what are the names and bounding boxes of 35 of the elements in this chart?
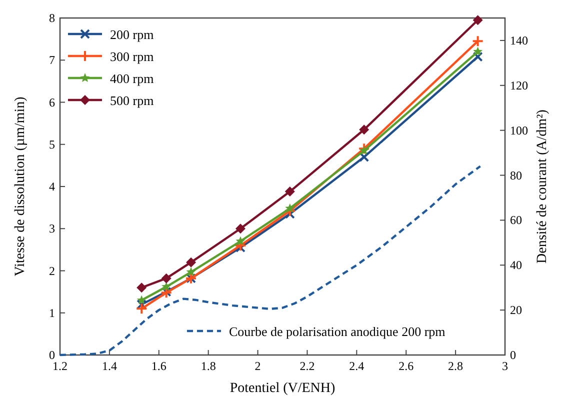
legend-label: 500 rpm bbox=[110, 93, 154, 108]
y2-tick-label: 80 bbox=[510, 168, 522, 182]
x-tick-label: 2 bbox=[254, 359, 261, 373]
x-tick-label: 1.2 bbox=[52, 359, 68, 373]
y-tick-label: 8 bbox=[49, 11, 55, 25]
y-axis-title: Vitesse de dissolution (µm/min) bbox=[13, 96, 28, 276]
x-tick-label: 3 bbox=[502, 359, 508, 373]
legend-label: Courbe de polarisation anodique 200 rpm bbox=[229, 324, 446, 339]
y2-tick-label: 60 bbox=[510, 213, 522, 228]
x-tick-label: 1.8 bbox=[200, 359, 216, 373]
y2-tick-label: 0 bbox=[510, 348, 516, 362]
y2-tick-label: 120 bbox=[510, 78, 528, 92]
y-tick-label: 1 bbox=[49, 306, 55, 320]
y-tick-label: 6 bbox=[49, 95, 55, 110]
x-tick-label: 2.2 bbox=[300, 359, 315, 373]
y2-tick-label: 140 bbox=[510, 33, 528, 48]
legend-label: 200 rpm bbox=[110, 27, 154, 42]
x-axis-title: Potentiel (V/ENH) bbox=[230, 381, 336, 396]
y2-tick-label: 40 bbox=[510, 258, 522, 272]
y-tick-label: 2 bbox=[49, 264, 55, 278]
x-tick-label: 2.4 bbox=[349, 359, 364, 373]
y-tick-label: 7 bbox=[49, 53, 55, 68]
legend-label: 400 rpm bbox=[110, 71, 154, 86]
y2-tick-label: 100 bbox=[510, 123, 528, 138]
y2-tick-label: 20 bbox=[510, 303, 522, 318]
x-tick-label: 2.8 bbox=[448, 359, 464, 373]
y-tick-label: 4 bbox=[49, 180, 55, 194]
y2-axis-title: Densité de courant (A/dm²) bbox=[535, 109, 550, 264]
x-tick-label: 1.6 bbox=[151, 359, 166, 373]
y-tick-label: 3 bbox=[49, 222, 55, 236]
y-tick-label: 5 bbox=[49, 137, 55, 152]
x-tick-label: 1.4 bbox=[102, 359, 117, 373]
x-tick-label: 2.6 bbox=[398, 359, 414, 373]
legend-label: 300 rpm bbox=[110, 49, 154, 64]
y-tick-label: 0 bbox=[49, 348, 55, 362]
